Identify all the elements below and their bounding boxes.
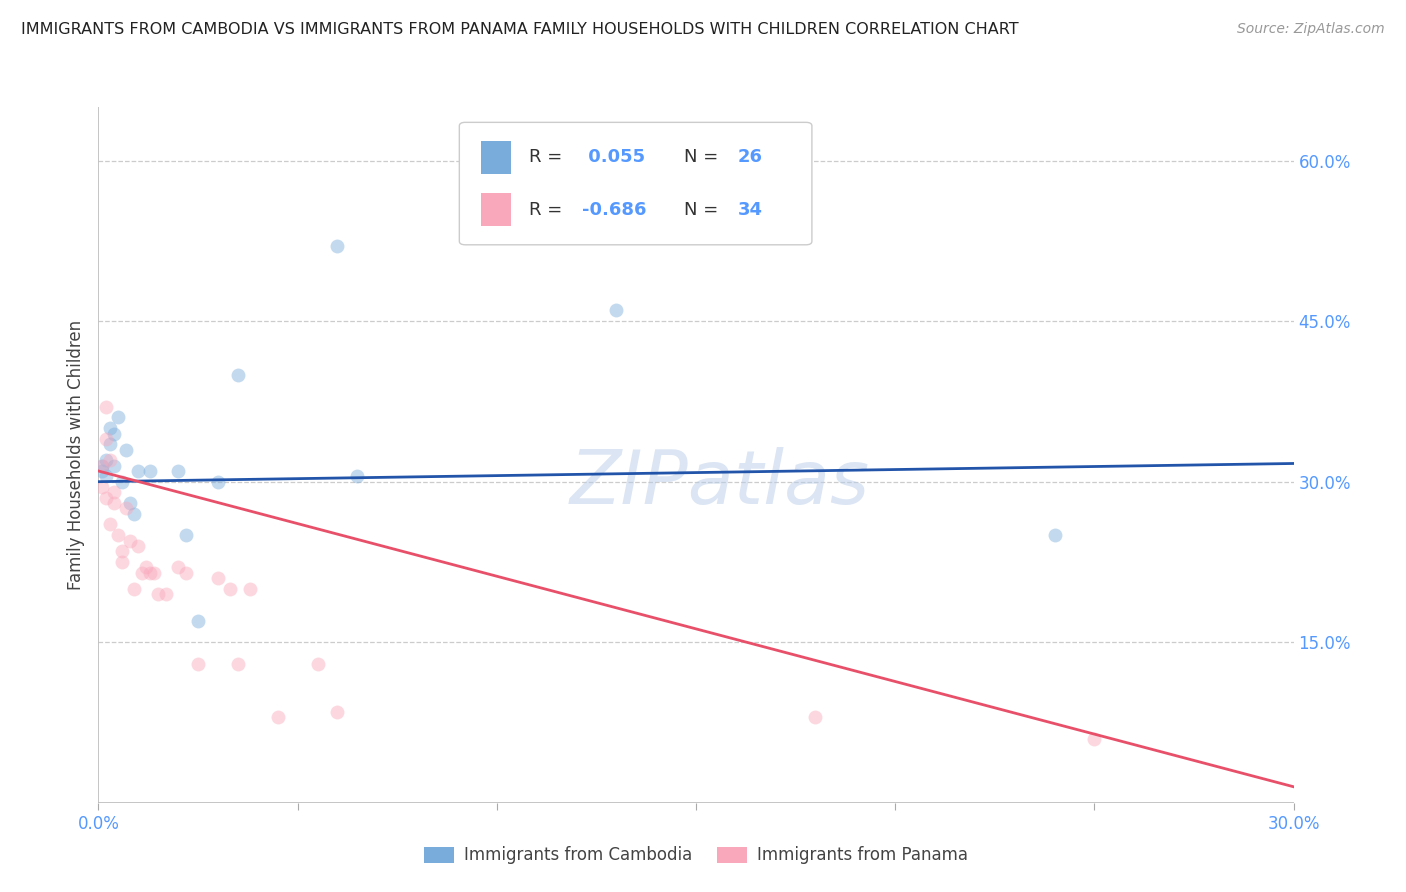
Text: 34: 34 [738, 201, 763, 219]
Point [96, 469, 118, 483]
Point [103, 458, 125, 473]
FancyBboxPatch shape [481, 193, 510, 227]
Point [115, 501, 138, 516]
Point [96, 432, 118, 446]
Point [103, 426, 125, 441]
Point [267, 710, 290, 724]
Point [174, 566, 197, 580]
Point [103, 485, 125, 500]
Point [96, 491, 118, 505]
Point [143, 566, 166, 580]
Point [174, 528, 197, 542]
Point [605, 303, 627, 318]
Point [148, 587, 170, 601]
Point [326, 705, 349, 719]
Point [187, 657, 209, 671]
Point [120, 496, 142, 510]
Point [219, 582, 242, 596]
Point [96, 453, 118, 467]
Point [127, 539, 149, 553]
Point [326, 239, 349, 253]
Point [91, 464, 114, 478]
Point [226, 368, 249, 382]
Text: 0.055: 0.055 [582, 148, 645, 167]
Point [100, 453, 122, 467]
Point [139, 464, 162, 478]
Point [307, 657, 329, 671]
Point [135, 560, 157, 574]
Point [111, 555, 134, 569]
Point [167, 560, 190, 574]
Text: -0.686: -0.686 [582, 201, 647, 219]
Point [1083, 731, 1105, 746]
Text: N =: N = [685, 148, 724, 167]
Point [91, 458, 114, 473]
Point [139, 566, 162, 580]
Point [115, 442, 138, 457]
FancyBboxPatch shape [481, 141, 510, 174]
Point [127, 464, 149, 478]
Point [124, 582, 146, 596]
Point [131, 566, 153, 580]
Point [100, 437, 122, 451]
Point [207, 571, 229, 585]
Point [1043, 528, 1066, 542]
Point [91, 458, 114, 473]
Point [226, 657, 249, 671]
Text: R =: R = [529, 201, 568, 219]
Text: N =: N = [685, 201, 724, 219]
Point [100, 421, 122, 435]
Point [155, 587, 177, 601]
Point [346, 469, 368, 483]
Text: ZIPatlas: ZIPatlas [569, 447, 870, 519]
Point [96, 400, 118, 414]
Point [111, 544, 134, 558]
Text: Source: ZipAtlas.com: Source: ZipAtlas.com [1237, 22, 1385, 37]
Point [167, 464, 190, 478]
Point [187, 614, 209, 628]
Point [804, 710, 827, 724]
Point [124, 507, 146, 521]
Point [120, 533, 142, 548]
Point [91, 480, 114, 494]
Text: IMMIGRANTS FROM CAMBODIA VS IMMIGRANTS FROM PANAMA FAMILY HOUSEHOLDS WITH CHILDR: IMMIGRANTS FROM CAMBODIA VS IMMIGRANTS F… [21, 22, 1019, 37]
Point [111, 475, 134, 489]
Legend: Immigrants from Cambodia, Immigrants from Panama: Immigrants from Cambodia, Immigrants fro… [418, 839, 974, 871]
Text: 26: 26 [738, 148, 763, 167]
Point [107, 410, 129, 425]
Text: R =: R = [529, 148, 568, 167]
FancyBboxPatch shape [460, 122, 811, 244]
Point [107, 528, 129, 542]
Point [100, 517, 122, 532]
Point [207, 475, 229, 489]
Y-axis label: Family Households with Children: Family Households with Children [66, 320, 84, 590]
Point [103, 496, 125, 510]
Point [239, 582, 262, 596]
